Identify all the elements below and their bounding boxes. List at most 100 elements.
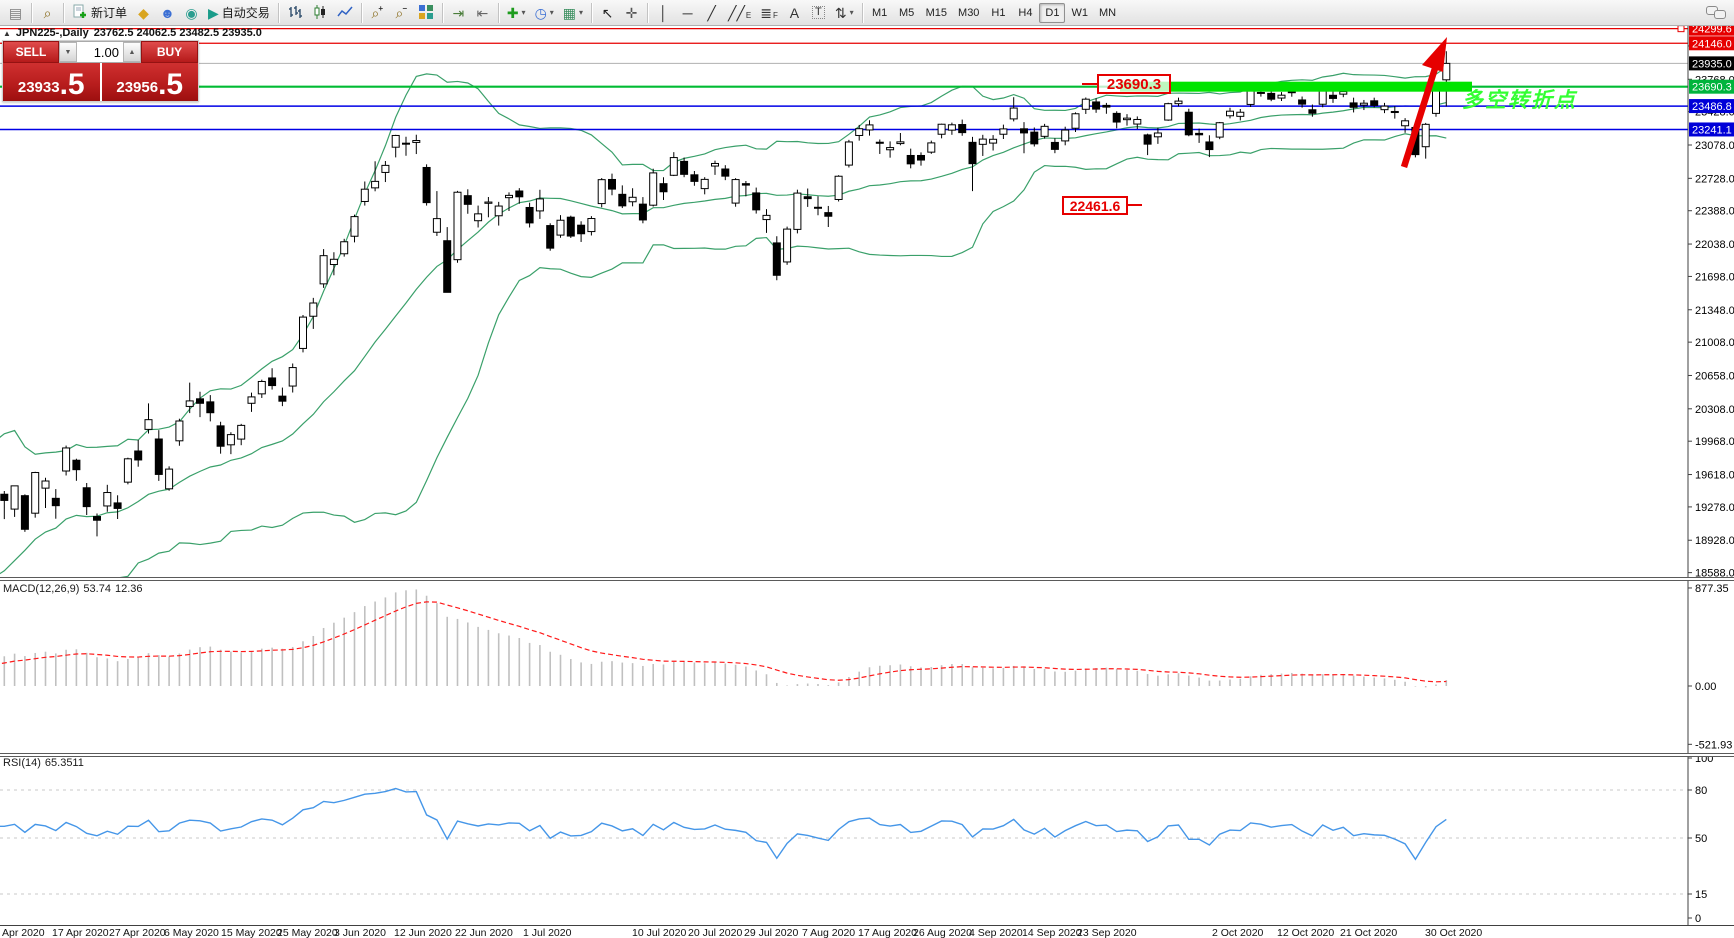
- price-pane[interactable]: 24118.023768.023428.023078.022728.022388…: [0, 26, 1734, 577]
- candle-up: [371, 180, 380, 189]
- toolbar-button-text[interactable]: A: [783, 2, 806, 24]
- trend-arrow-shaft[interactable]: [1400, 61, 1441, 168]
- signals-icon: ◉: [185, 4, 198, 21]
- toolbar-button-charts-list[interactable]: ▤: [4, 2, 27, 24]
- macd-pane[interactable]: 877.35 0.00 -521.93: [0, 581, 1734, 753]
- toolbar-button-tile-windows[interactable]: [414, 2, 438, 24]
- trend-line-icon: ╱: [707, 4, 716, 21]
- dropdown-arrow-icon[interactable]: ▾: [579, 8, 584, 17]
- candle-up: [1380, 105, 1389, 111]
- trend-arrow-head[interactable]: [1422, 37, 1447, 72]
- timeframe-button-h4[interactable]: H4: [1018, 6, 1033, 19]
- candle-down: [1102, 104, 1111, 108]
- candle-down: [278, 395, 287, 402]
- axis-label: 22388.0: [1695, 206, 1734, 218]
- toolbar-button-indicators-add[interactable]: ✚ ▾: [503, 2, 530, 24]
- toolbar-button-fibonacci[interactable]: ≣ F: [756, 2, 782, 24]
- toolbar-button-terminal[interactable]: ☻: [156, 2, 179, 24]
- support-price-label[interactable]: 22461.6: [1062, 196, 1128, 215]
- text-icon: A: [789, 4, 800, 21]
- toolbar-button-new-order[interactable]: 新订单: [68, 2, 131, 24]
- buy-price-button[interactable]: 23956 .5: [101, 63, 198, 101]
- toolbar-button-chart-line[interactable]: [333, 2, 357, 24]
- timeframe-button-m5[interactable]: M5: [898, 6, 915, 19]
- date-label: 15 May 2020: [221, 927, 282, 938]
- buy-button[interactable]: BUY: [141, 41, 198, 63]
- toolbar-button-zoom-out[interactable]: ⌕ −: [390, 2, 413, 24]
- toolbar-button-periods[interactable]: ◷ ▾: [531, 2, 558, 24]
- toolbar-button-templates[interactable]: ▦ ▾: [559, 2, 587, 24]
- volume-value[interactable]: 1.00: [93, 45, 119, 60]
- toolbar-button-chart-candles[interactable]: [308, 2, 332, 24]
- date-label: Apr 2020: [2, 927, 45, 938]
- buy-price-main: 23956: [116, 79, 159, 96]
- toolbar-button-trend-line[interactable]: ╱: [700, 2, 723, 24]
- toolbar-button-signals[interactable]: ◉: [180, 2, 203, 24]
- toolbar-button-zoom-in[interactable]: ⌕ +: [366, 2, 389, 24]
- pane-separator[interactable]: [0, 577, 1734, 581]
- chart-window[interactable]: 24118.023768.023428.023078.022728.022388…: [0, 26, 1734, 938]
- bollinger-upper-line: [0, 66, 1447, 455]
- dropdown-arrow-icon[interactable]: ▾: [849, 8, 854, 17]
- toolbar-button-text-label[interactable]: T: [807, 2, 830, 24]
- toolbar-button-chart-bars[interactable]: [283, 2, 307, 24]
- timeframe-button-d1[interactable]: D1: [1039, 2, 1066, 23]
- candle-up: [731, 179, 740, 204]
- sell-price-button[interactable]: 23933 .5: [3, 63, 100, 101]
- candle-down: [618, 193, 627, 207]
- date-label: 10 Jul 2020: [632, 927, 687, 938]
- toolbar-button-chat[interactable]: [1702, 2, 1730, 24]
- volume-increase-button[interactable]: ▲: [123, 42, 141, 62]
- timeframe-button-m15[interactable]: M15: [925, 6, 948, 19]
- timeframe-button-m30[interactable]: M30: [958, 6, 980, 19]
- candle-up: [329, 258, 338, 266]
- toolbar-button-metaeditor[interactable]: ◆: [132, 2, 155, 24]
- toolbar-button-arrows[interactable]: ⇅ ▾: [831, 2, 858, 24]
- candle-down: [814, 206, 822, 209]
- toolbar-button-auto-scroll[interactable]: ⇥: [447, 2, 470, 24]
- candle-up: [1442, 62, 1451, 81]
- chart-ohlc-values: 23762.5 24062.5 23482.5 23935.0: [93, 27, 262, 39]
- candle-down: [463, 195, 472, 205]
- highlight-bar-annotation[interactable]: [1120, 81, 1472, 92]
- timeframe-button-h1[interactable]: H1: [991, 6, 1006, 19]
- zoom-in-icon: ⌕: [371, 4, 380, 21]
- axis-label: 22728.0: [1695, 173, 1734, 185]
- resistance-price-label[interactable]: 23690.3: [1097, 74, 1171, 94]
- timeframe-button-w1[interactable]: W1: [1071, 6, 1088, 19]
- candle-down: [134, 450, 143, 461]
- candle-down: [1030, 131, 1039, 145]
- macd-name: MACD(12,26,9): [3, 583, 80, 595]
- sell-button[interactable]: SELL: [3, 41, 59, 63]
- toolbar-button-vertical-line[interactable]: │: [652, 2, 675, 24]
- candle-up: [1401, 120, 1410, 127]
- toolbar-button-horizontal-line[interactable]: ─: [676, 2, 699, 24]
- annotation-note-text[interactable]: 多空转折点: [1462, 89, 1577, 112]
- candle-up: [31, 472, 40, 514]
- dropdown-arrow-icon[interactable]: ▾: [549, 8, 554, 17]
- toolbar-button-chart-shift[interactable]: ⇤: [471, 2, 494, 24]
- date-label: 12 Oct 2020: [1277, 927, 1335, 938]
- timeframe-button-m1[interactable]: M1: [871, 6, 888, 19]
- toolbar-button-cursor[interactable]: ↖: [596, 2, 619, 24]
- dropdown-arrow-icon[interactable]: ▾: [521, 8, 526, 17]
- timeframe-button-mn[interactable]: MN: [1098, 6, 1117, 19]
- time-axis[interactable]: Apr 2020 17 Apr 2020 27 Apr 2020 6 May 2020…: [0, 927, 1734, 938]
- axis-label: 0: [1695, 913, 1701, 925]
- toolbar-button-preview[interactable]: ⌕: [36, 2, 59, 24]
- volume-decrease-button[interactable]: ▼: [59, 42, 77, 62]
- toolbar-button-crosshair[interactable]: ✛: [620, 2, 643, 24]
- date-label: 22 Jun 2020: [455, 927, 513, 938]
- horizontal-line-icon: ─: [682, 4, 693, 21]
- candle-down: [1020, 128, 1028, 134]
- chart-shift-icon: ⇤: [476, 4, 489, 21]
- toolbar-button-equidistant-channel[interactable]: ╱╱ E: [724, 2, 755, 24]
- pane-separator[interactable]: [0, 753, 1734, 757]
- toolbar-button-autotrading[interactable]: ▶ 自动交易: [204, 2, 274, 24]
- candle-down: [72, 459, 81, 471]
- candle-up: [597, 179, 606, 205]
- date-label: 26 Aug 2020: [913, 927, 972, 938]
- rsi-pane[interactable]: 100 80 50 15 0: [0, 757, 1734, 925]
- toolbar-separator: [63, 2, 64, 23]
- hline-anchor-marker[interactable]: [1677, 26, 1685, 33]
